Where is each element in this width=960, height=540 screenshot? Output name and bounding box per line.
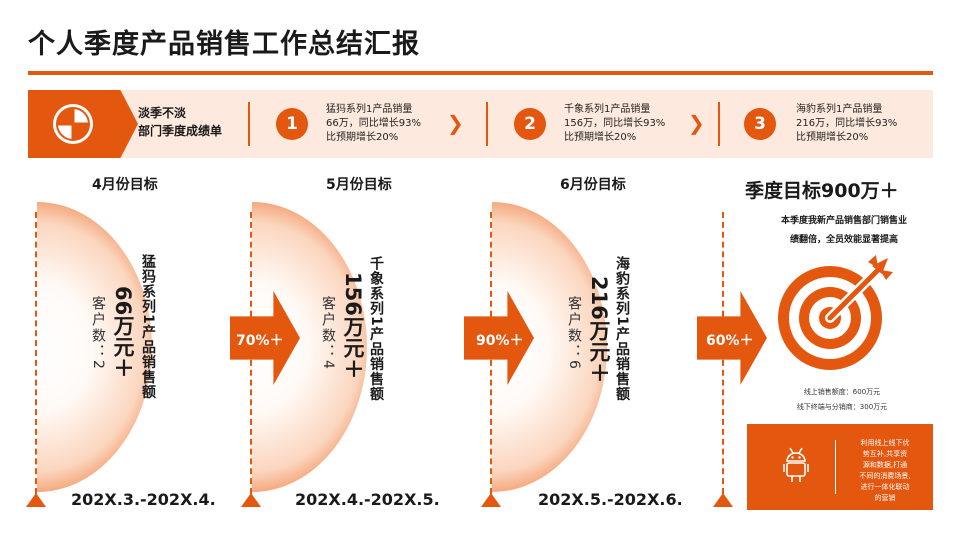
- banner-label-line1: 淡季不淡: [138, 106, 187, 120]
- pinwheel-logo-icon: [53, 104, 93, 144]
- step-badge-1: 1: [276, 108, 308, 140]
- goal-desc-line: 绩翻倍，全员效能显著提高: [789, 235, 898, 245]
- stat-line: 猛犸系列1产品销量: [326, 104, 413, 115]
- growth-rate: 90%＋: [476, 333, 524, 349]
- chevron-right-icon: ❯: [447, 111, 464, 135]
- android-robot-icon: [783, 447, 809, 482]
- note-line: 源和数据,打通: [862, 461, 908, 469]
- customer-count: 客户数：4: [320, 296, 336, 371]
- chevron-right-icon: ❯: [688, 111, 705, 135]
- banner-stat-2: 千象系列1产品销量 156万，同比增长93% 比预期增长20%: [564, 103, 665, 145]
- timeline-marker: [241, 493, 261, 507]
- note-line: 的营销: [874, 494, 896, 502]
- month-heading-june: 6月份目标: [560, 177, 626, 193]
- stat-line: 216万，同比增长93%: [796, 118, 898, 129]
- banner-stat-3: 海豹系列1产品销量 216万，同比增长93% 比预期增长20%: [796, 103, 897, 145]
- customer-count: 客户数：2: [90, 296, 106, 371]
- strategy-note-text: 利用线上线下优 势互补,共享资 源和数据,打通 不同的消费场景, 进行一体化联动…: [843, 438, 927, 504]
- offline-sales-line: 线下终端与分销商：300万元: [796, 403, 888, 411]
- stat-line: 海豹系列1产品销量: [796, 104, 883, 115]
- sales-amount: 66万元＋: [111, 286, 135, 379]
- strategy-note-box: 利用线上线下优 势互补,共享资 源和数据,打通 不同的消费场景, 进行一体化联动…: [747, 424, 933, 510]
- period-label: 202X.5.-202X.6.: [538, 490, 683, 509]
- note-line: 不同的消费场景,: [859, 472, 911, 480]
- goal-desc-line: 本季度我新产品销售部门销售业: [780, 216, 907, 226]
- banner-head: [28, 90, 138, 158]
- banner-divider: [718, 102, 720, 146]
- customer-count: 客户数：6: [566, 296, 582, 371]
- quarter-goal-description: 本季度我新产品销售部门销售业 绩翻倍，全员效能显著提高: [764, 212, 924, 250]
- box-divider: [835, 440, 836, 494]
- timeline-marker: [26, 493, 46, 507]
- timeline-marker: [713, 493, 733, 507]
- stat-line: 比预期增长20%: [796, 132, 869, 143]
- month-heading-april: 4月份目标: [92, 177, 158, 193]
- product-sales-label: 海豹系列1产品销售额: [614, 256, 630, 402]
- page-title: 个人季度产品销售工作总结汇报: [28, 29, 420, 60]
- stat-line: 比预期增长20%: [326, 132, 399, 143]
- stat-line: 66万，同比增长93%: [326, 118, 421, 129]
- product-sales-label: 猛犸系列1产品销售额: [140, 254, 156, 400]
- banner-label: 淡季不淡 部门季度成绩单: [138, 104, 222, 140]
- growth-rate: 70%＋: [236, 333, 284, 349]
- banner-divider: [248, 102, 250, 146]
- step-badge-3: 3: [744, 108, 776, 140]
- banner-stat-1: 猛犸系列1产品销量 66万，同比增长93% 比预期增长20%: [326, 103, 421, 145]
- stat-line: 比预期增长20%: [564, 132, 637, 143]
- note-line: 势互补,共享资: [862, 450, 908, 458]
- growth-rate: 60%＋: [706, 333, 754, 349]
- month-heading-may: 5月份目标: [326, 177, 392, 193]
- stat-line: 156万，同比增长93%: [564, 118, 666, 129]
- timeline-marker: [481, 493, 501, 507]
- target-icon: [778, 255, 893, 370]
- banner-label-line2: 部门季度成绩单: [138, 124, 223, 138]
- period-label: 202X.3.-202X.4.: [71, 490, 216, 509]
- summary-banner: 淡季不淡 部门季度成绩单 1 猛犸系列1产品销量 66万，同比增长93% 比预期…: [28, 90, 933, 158]
- note-line: 利用线上线下优: [860, 439, 910, 447]
- sales-amount: 156万元＋: [341, 272, 365, 379]
- stat-line: 千象系列1产品销量: [564, 104, 651, 115]
- title-underline: [28, 71, 933, 75]
- online-sales-line: 线上销售额度：600万元: [803, 388, 881, 396]
- banner-divider: [486, 102, 488, 146]
- step-badge-2: 2: [514, 108, 546, 140]
- period-label: 202X.4.-202X.5.: [295, 490, 440, 509]
- sales-amount: 216万元＋: [587, 276, 611, 383]
- quarter-goal-title: 季度目标900万＋: [745, 180, 899, 202]
- timeline-dashed-line: [35, 212, 37, 494]
- note-line: 进行一体化联动: [860, 483, 910, 491]
- product-sales-label: 千象系列1产品销售额: [368, 256, 384, 402]
